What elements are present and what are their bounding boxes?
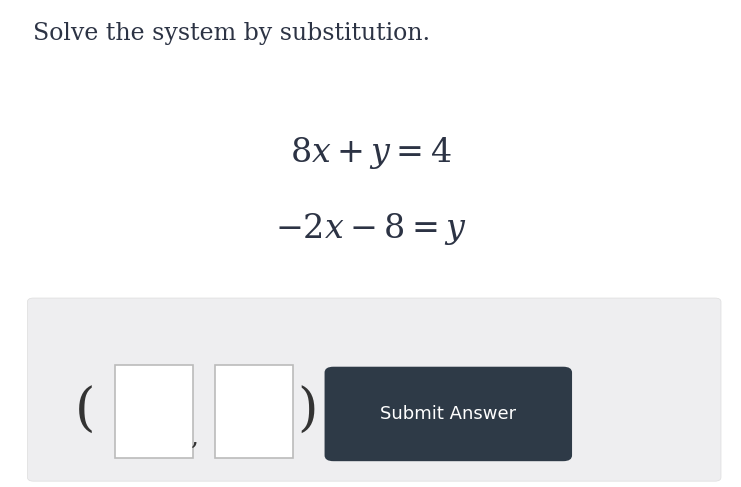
Text: ): )	[297, 386, 318, 437]
FancyBboxPatch shape	[27, 298, 721, 481]
FancyBboxPatch shape	[325, 367, 572, 461]
Bar	[215, 365, 293, 458]
Text: $8x + y = 4$: $8x + y = 4$	[290, 135, 451, 171]
Text: (: (	[75, 386, 96, 437]
Text: ,: ,	[190, 427, 198, 450]
Text: Solve the system by substitution.: Solve the system by substitution.	[33, 22, 431, 45]
Text: $-2x - 8 = y$: $-2x - 8 = y$	[275, 211, 466, 247]
Bar	[115, 365, 193, 458]
Text: Submit Answer: Submit Answer	[380, 405, 516, 423]
